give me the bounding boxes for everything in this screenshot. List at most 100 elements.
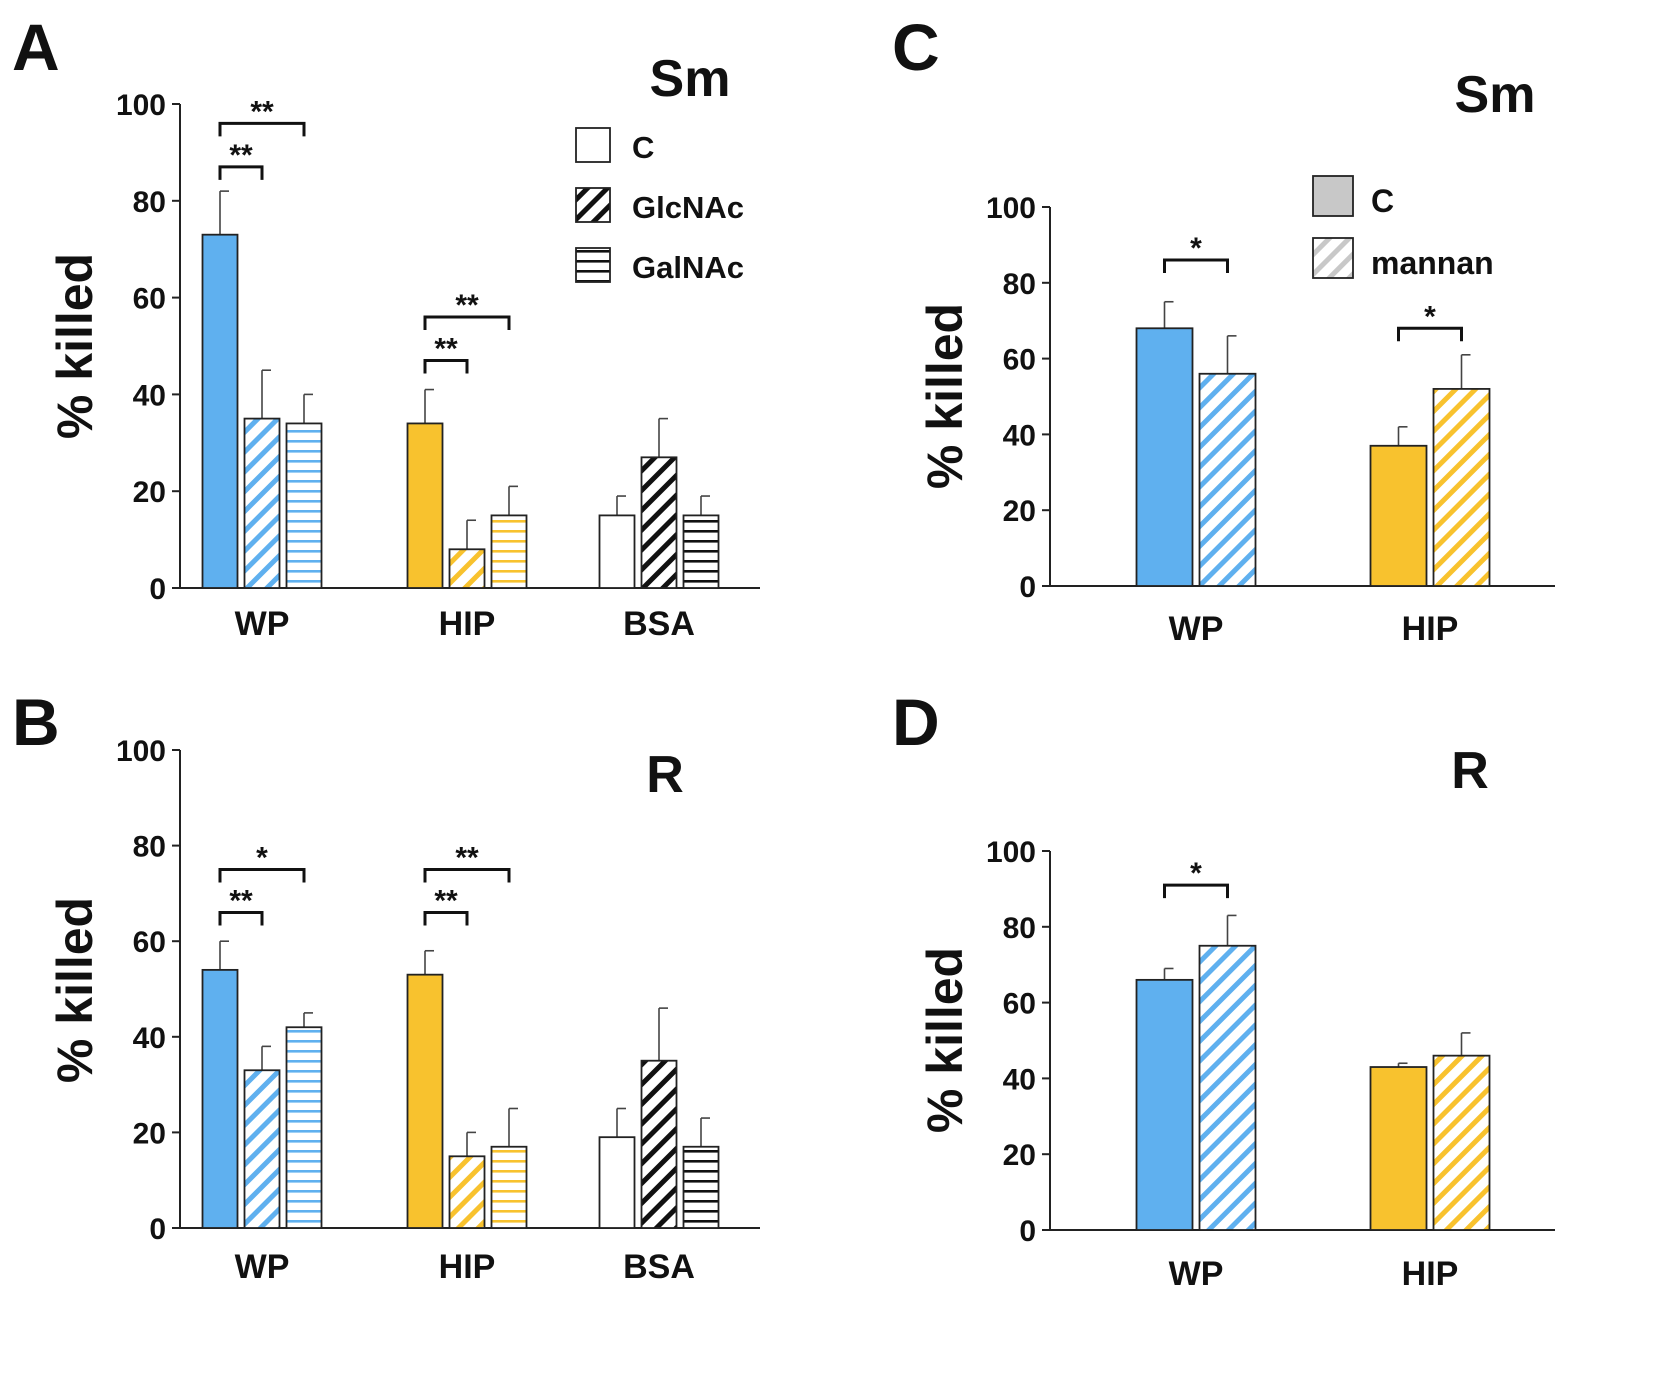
bar xyxy=(243,417,281,589)
y-tick-label: 100 xyxy=(986,192,1036,225)
legend-label: C xyxy=(1371,183,1394,219)
significance-label: * xyxy=(1190,232,1202,265)
y-tick-label: 60 xyxy=(133,926,166,959)
significance-bracket xyxy=(1163,883,1229,899)
bar xyxy=(406,422,444,589)
panel-letter: D xyxy=(892,685,940,759)
legend-swatch xyxy=(575,247,611,283)
bar xyxy=(598,1136,636,1229)
significance-label: ** xyxy=(434,885,458,918)
y-tick-label: 40 xyxy=(1003,419,1036,452)
legend-label: GlcNAc xyxy=(632,190,744,225)
x-tick-label: HIP xyxy=(1402,610,1459,648)
significance-label: * xyxy=(1424,300,1436,333)
y-tick-label: 0 xyxy=(149,573,166,606)
y-tick-label: 20 xyxy=(133,476,166,509)
y-tick-label: 100 xyxy=(116,735,166,768)
significance-bracket xyxy=(218,868,306,883)
significance-bracket xyxy=(423,868,511,883)
bar xyxy=(1135,327,1194,587)
significance-bracket xyxy=(218,911,264,926)
legend-swatch xyxy=(575,187,611,223)
bar xyxy=(1369,1066,1428,1231)
y-tick-label: 100 xyxy=(986,836,1036,869)
y-tick-label: 80 xyxy=(133,831,166,864)
panel-letter: C xyxy=(892,10,940,84)
bar xyxy=(448,548,486,589)
y-tick-label: 40 xyxy=(133,379,166,412)
significance-label: ** xyxy=(229,885,253,918)
y-tick-label: 20 xyxy=(1003,1139,1036,1172)
significance-label: * xyxy=(1190,857,1202,890)
significance-label: ** xyxy=(229,139,253,172)
significance-label: ** xyxy=(455,842,479,875)
bar xyxy=(598,514,636,589)
x-tick-label: HIP xyxy=(439,1248,496,1286)
legend-swatch xyxy=(575,127,611,163)
x-tick-label: BSA xyxy=(623,605,695,643)
bar xyxy=(1432,388,1491,587)
bar xyxy=(682,1145,720,1229)
significance-label: * xyxy=(256,842,268,875)
significance-bracket xyxy=(218,121,306,137)
bar xyxy=(285,422,323,589)
significance-bracket xyxy=(423,315,511,330)
y-tick-label: 0 xyxy=(149,1213,166,1246)
bar xyxy=(285,1026,323,1229)
y-tick-label: 20 xyxy=(1003,495,1036,528)
legend-swatch xyxy=(1312,175,1354,217)
legend-label: GalNAc xyxy=(632,250,744,285)
x-tick-label: WP xyxy=(1169,610,1224,648)
bar xyxy=(201,968,239,1229)
y-tick-label: 80 xyxy=(1003,268,1036,301)
significance-label: ** xyxy=(434,333,458,366)
bar xyxy=(448,1155,486,1229)
legend-label: mannan xyxy=(1371,245,1494,281)
y-axis-label: % killed xyxy=(917,303,973,489)
y-tick-label: 80 xyxy=(133,186,166,219)
significance-label: ** xyxy=(455,289,479,322)
significance-bracket xyxy=(423,359,469,374)
x-tick-label: BSA xyxy=(623,1248,695,1286)
bar xyxy=(1135,978,1194,1231)
y-tick-label: 60 xyxy=(1003,344,1036,377)
bar xyxy=(1198,372,1257,587)
panel-letter: B xyxy=(12,685,60,759)
bar xyxy=(1369,444,1428,587)
x-tick-label: HIP xyxy=(439,605,496,643)
bar xyxy=(243,1069,281,1229)
panel-d: D R % killed 0 20 40 60 80 100 WP HIP * xyxy=(892,685,1555,1293)
x-tick-label: WP xyxy=(235,1248,290,1286)
bar xyxy=(406,973,444,1229)
significance-bracket xyxy=(1163,258,1229,274)
significance-bracket xyxy=(423,911,469,926)
bar xyxy=(640,1059,678,1229)
x-tick-label: WP xyxy=(235,605,290,643)
y-tick-label: 60 xyxy=(133,283,166,316)
y-tick-label: 40 xyxy=(133,1022,166,1055)
legend-swatch xyxy=(1312,237,1354,279)
x-tick-label: HIP xyxy=(1402,1255,1459,1293)
y-tick-label: 20 xyxy=(133,1117,166,1150)
bar xyxy=(640,456,678,589)
panel-title: Sm xyxy=(650,50,731,108)
y-tick-label: 40 xyxy=(1003,1063,1036,1096)
y-tick-label: 100 xyxy=(116,89,166,122)
significance-bracket xyxy=(218,165,264,180)
y-axis-label: % killed xyxy=(47,897,103,1083)
y-tick-label: 0 xyxy=(1019,1215,1036,1248)
panel-title: R xyxy=(1451,742,1489,800)
y-tick-label: 80 xyxy=(1003,912,1036,945)
bar xyxy=(1432,1054,1491,1231)
y-axis-label: % killed xyxy=(47,253,103,439)
bar xyxy=(490,514,528,589)
significance-label: ** xyxy=(250,95,274,128)
x-tick-label: WP xyxy=(1169,1255,1224,1293)
panel-title: Sm xyxy=(1455,66,1536,124)
bar xyxy=(490,1145,528,1229)
legend-label: C xyxy=(632,130,654,165)
panel-letter: A xyxy=(12,10,60,84)
